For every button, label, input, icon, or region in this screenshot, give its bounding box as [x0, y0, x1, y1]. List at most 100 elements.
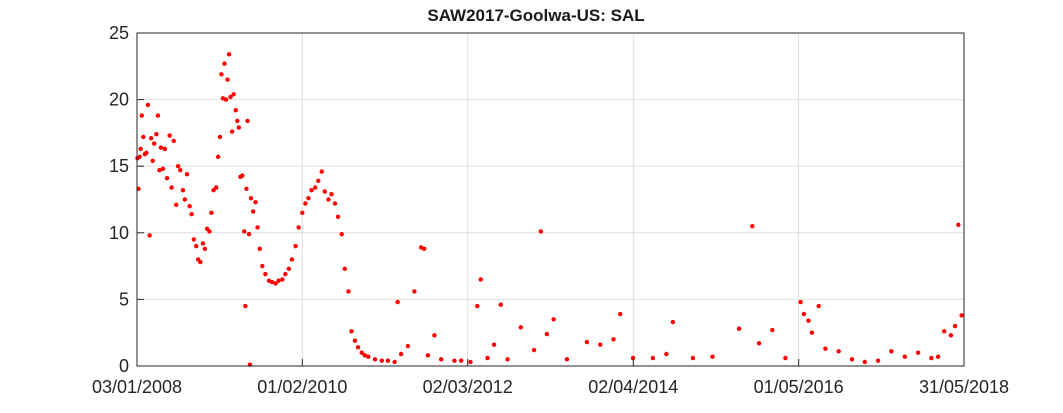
data-point	[518, 325, 524, 330]
data-point	[756, 341, 762, 346]
data-point	[286, 266, 292, 271]
data-point	[243, 303, 248, 309]
data-point	[225, 77, 230, 82]
data-point	[664, 351, 669, 357]
plot-frame	[136, 32, 965, 367]
data-point	[151, 141, 157, 146]
data-point	[147, 233, 152, 238]
data-point	[263, 271, 268, 277]
data-point	[255, 225, 260, 230]
data-point	[309, 187, 314, 193]
data-point	[405, 343, 411, 349]
data-point	[250, 209, 256, 214]
data-point	[875, 358, 881, 363]
data-point	[889, 349, 894, 354]
data-point	[611, 337, 616, 342]
data-point	[915, 350, 921, 355]
data-point	[191, 237, 196, 242]
data-point	[630, 355, 636, 361]
data-point	[322, 189, 327, 194]
data-point	[801, 311, 807, 317]
data-point	[544, 331, 550, 337]
data-point	[959, 313, 964, 318]
data-point	[458, 358, 464, 363]
data-point	[956, 222, 961, 228]
data-point	[491, 342, 497, 347]
data-point	[816, 303, 821, 309]
data-point	[155, 113, 161, 118]
data-point	[385, 358, 391, 363]
data-point	[137, 154, 142, 160]
data-point	[226, 52, 232, 57]
x-axis-ticks: 03/01/2008 01/02/2010 02/03/2012 02/04/2014…	[92, 359, 1009, 397]
data-point	[948, 333, 954, 338]
data-point	[332, 201, 338, 206]
data-point	[783, 355, 788, 361]
y-tick-label: 15	[109, 156, 129, 176]
data-point	[736, 326, 742, 331]
data-point	[138, 146, 143, 152]
data-point	[236, 125, 242, 130]
data-point	[564, 357, 570, 362]
data-point	[942, 329, 947, 334]
x-tick-label: 03/01/2008	[92, 377, 182, 397]
data-point	[144, 150, 149, 156]
data-point	[359, 350, 364, 355]
data-point	[670, 319, 676, 325]
data-point	[952, 323, 958, 329]
data-point	[306, 195, 311, 201]
data-point	[182, 197, 188, 202]
data-point	[160, 166, 166, 172]
data-point	[312, 185, 318, 190]
data-point	[849, 357, 855, 362]
data-point	[276, 278, 281, 283]
data-point	[248, 195, 254, 201]
data-point	[209, 210, 214, 216]
data-point	[352, 338, 358, 343]
data-point	[219, 72, 224, 77]
data-point	[478, 277, 483, 282]
data-point	[618, 311, 623, 317]
data-point	[798, 299, 803, 305]
data-point	[157, 167, 162, 173]
data-point	[148, 136, 154, 141]
data-point	[240, 173, 245, 178]
data-point	[326, 197, 331, 202]
data-point	[303, 201, 308, 206]
data-point	[395, 299, 400, 305]
data-point	[329, 191, 334, 197]
data-point	[257, 246, 262, 251]
data-point	[242, 229, 247, 234]
y-tick-label: 5	[119, 289, 129, 309]
data-point	[180, 187, 186, 193]
data-point	[217, 134, 223, 140]
data-point	[335, 214, 341, 220]
data-point	[141, 134, 146, 140]
data-point	[235, 118, 240, 124]
x-tick-label: 02/04/2014	[588, 377, 678, 397]
x-tick-label: 01/02/2010	[257, 377, 347, 397]
data-point	[349, 329, 354, 334]
data-point	[222, 61, 227, 66]
data-point	[806, 318, 811, 323]
data-point	[289, 257, 295, 262]
data-point	[346, 289, 351, 294]
data-point	[362, 353, 368, 358]
data-point	[293, 243, 298, 249]
data-point	[198, 259, 203, 265]
data-point	[231, 92, 236, 97]
data-points	[135, 52, 964, 367]
data-point	[244, 186, 249, 192]
data-point	[710, 354, 715, 359]
data-point	[215, 154, 221, 160]
data-point	[296, 225, 301, 230]
data-point	[650, 355, 656, 361]
data-point	[162, 146, 168, 152]
data-point	[379, 358, 384, 363]
data-point	[229, 129, 235, 134]
data-point	[269, 279, 275, 285]
data-point	[223, 97, 229, 102]
data-point	[452, 358, 457, 363]
y-tick-label: 20	[109, 90, 129, 110]
data-point	[929, 355, 934, 361]
